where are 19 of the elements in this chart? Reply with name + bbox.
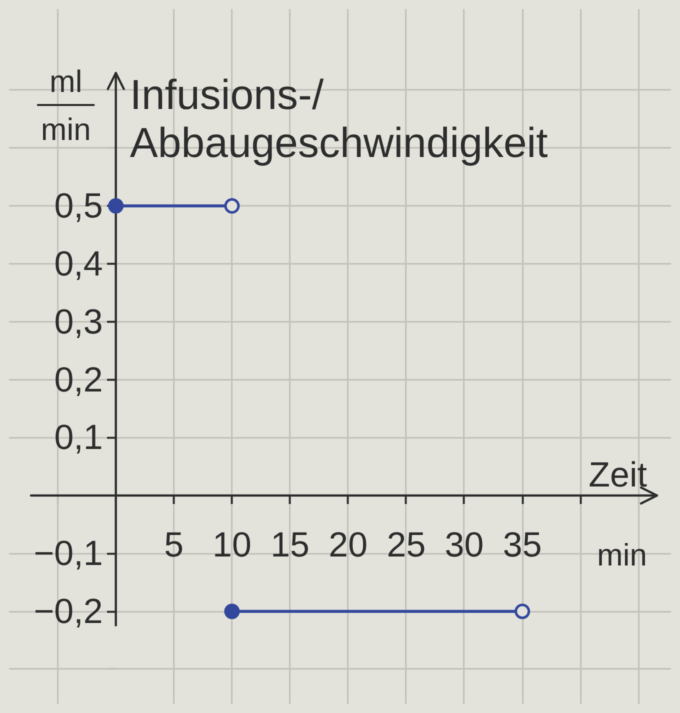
x-tick-label: 20 (328, 526, 368, 564)
x-tick-label: 25 (386, 526, 426, 564)
y-tick-label: 0,3 (54, 302, 103, 342)
y-tick-label: −0,2 (34, 592, 103, 631)
y-tick-label: 0,2 (54, 360, 103, 400)
y-tick-label: −0,1 (34, 534, 103, 574)
x-axis-title: Zeit (588, 456, 648, 494)
y-tick-label: 0,1 (54, 418, 103, 458)
x-tick-label: 35 (502, 526, 542, 564)
x-tick-label: 30 (444, 526, 484, 564)
annotation: ml (49, 64, 82, 99)
x-tick-label: 5 (164, 526, 184, 564)
x-tick-label: 15 (270, 526, 310, 564)
y-axis-title: Infusions-/ Abbaugeschwindigkeit (130, 71, 548, 166)
y-tick-label: 0,4 (54, 244, 103, 284)
y-tick-label: 0,5 (54, 186, 103, 226)
annotation: min (597, 538, 647, 572)
annotation: min (40, 112, 91, 147)
x-tick-label: 10 (212, 526, 252, 564)
